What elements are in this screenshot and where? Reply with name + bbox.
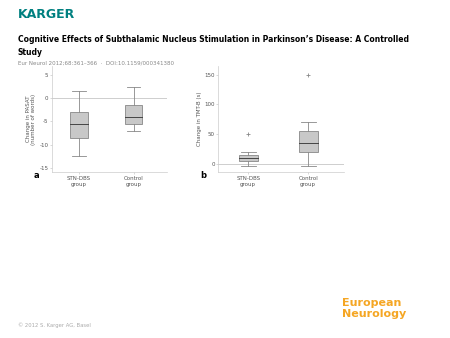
Y-axis label: Change in PASAT
(number of words): Change in PASAT (number of words) (26, 94, 36, 145)
Text: European
Neurology: European Neurology (342, 298, 406, 319)
Y-axis label: Change in TMT-B (s): Change in TMT-B (s) (197, 92, 202, 146)
Text: Eur Neurol 2012;68:361–366  ·  DOI:10.1159/000341380: Eur Neurol 2012;68:361–366 · DOI:10.1159… (18, 60, 174, 65)
FancyBboxPatch shape (125, 105, 143, 124)
Text: Cognitive Effects of Subthalamic Nucleus Stimulation in Parkinson’s Disease: A C: Cognitive Effects of Subthalamic Nucleus… (18, 35, 409, 45)
FancyBboxPatch shape (299, 131, 318, 152)
FancyBboxPatch shape (238, 155, 258, 161)
FancyBboxPatch shape (70, 112, 88, 138)
Text: Study: Study (18, 48, 43, 57)
Text: KARGER: KARGER (18, 8, 75, 21)
Text: b: b (200, 171, 206, 180)
Text: a: a (34, 171, 40, 180)
Text: © 2012 S. Karger AG, Basel: © 2012 S. Karger AG, Basel (18, 322, 91, 328)
